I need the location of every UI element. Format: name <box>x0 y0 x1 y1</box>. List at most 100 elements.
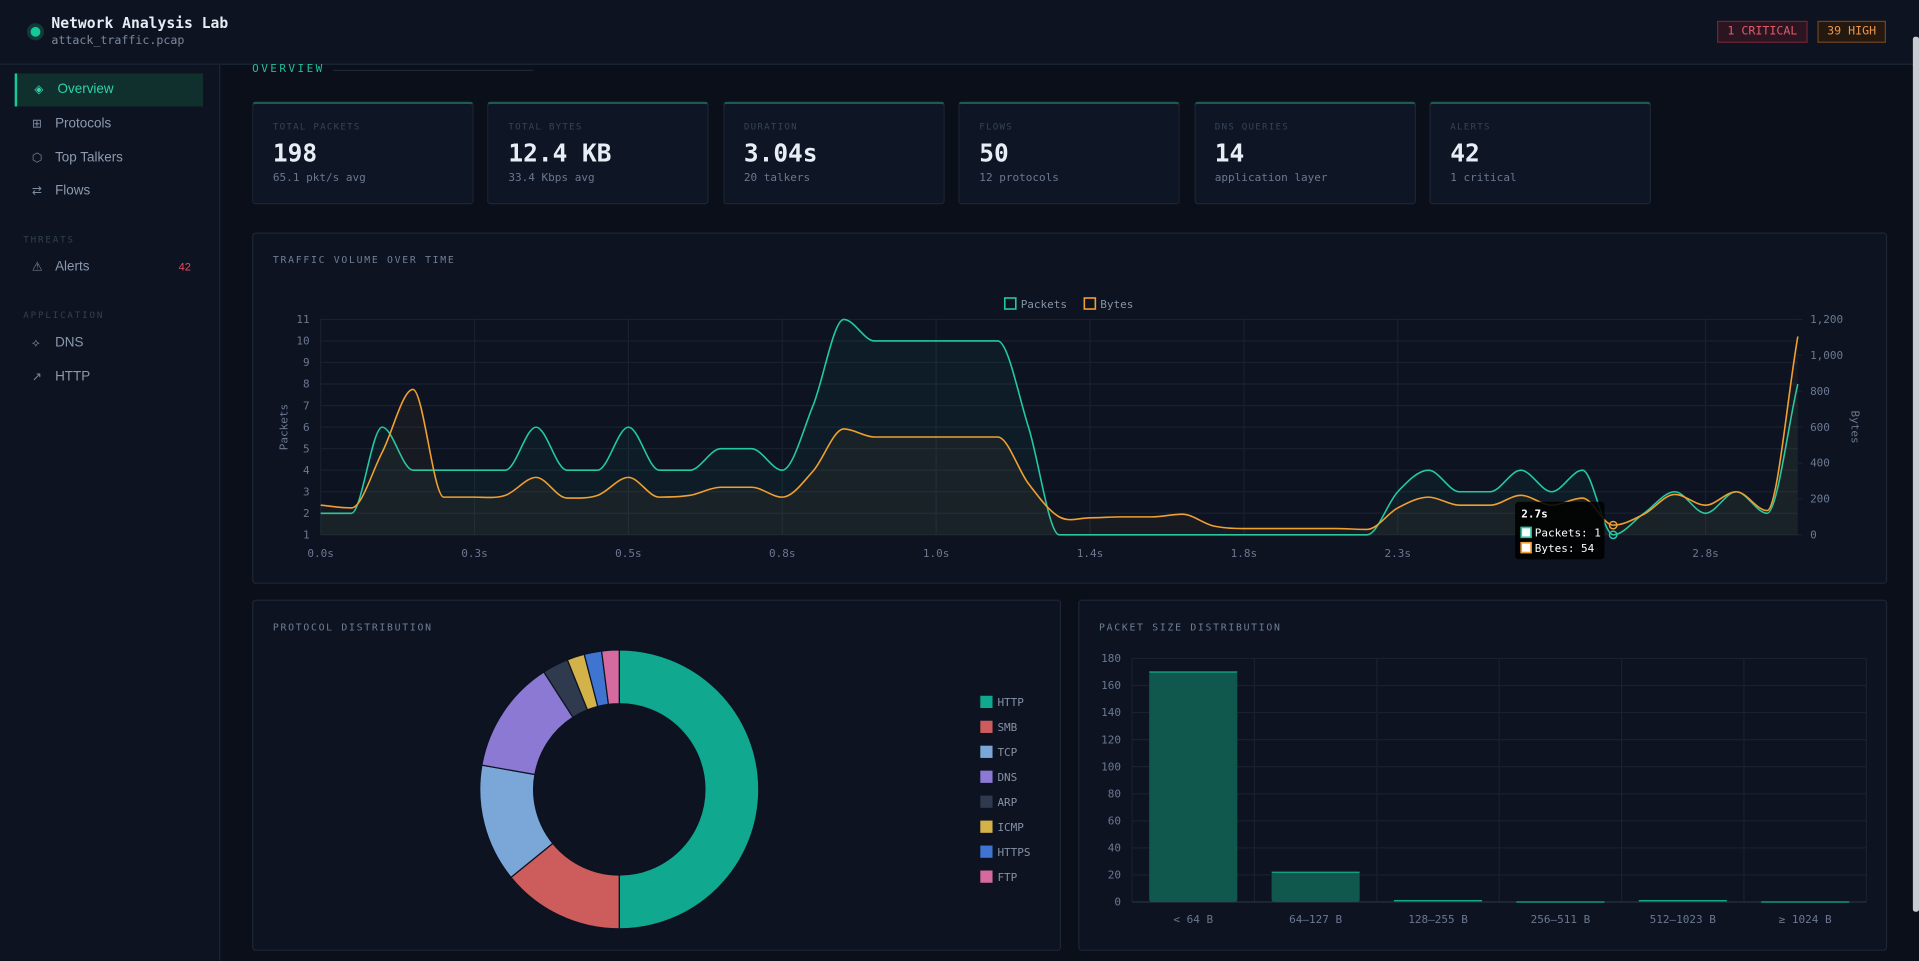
legend-swatch <box>980 795 993 808</box>
section-title: APPLICATION <box>23 309 105 321</box>
x-tick-label: 512–1023 B <box>1650 913 1717 926</box>
bar <box>1149 671 1238 902</box>
nav-item[interactable]: ↗ HTTP <box>15 361 201 394</box>
pie-slice <box>600 649 620 706</box>
legend-swatch <box>980 845 993 858</box>
nav-item[interactable]: ⊞ Protocols <box>15 108 201 141</box>
y-tick-label: 40 <box>1108 842 1121 855</box>
y-tick-label: 20 <box>1108 869 1121 882</box>
y-tick-label: 11 <box>296 313 309 326</box>
y-tick-label: 9 <box>303 356 310 369</box>
legend-swatch <box>980 745 993 758</box>
alert-count: 42 <box>178 260 191 273</box>
kpi-label: ALERTS <box>1450 121 1491 133</box>
y-tick-label: 5 <box>303 442 310 455</box>
critical-badge[interactable]: 1 CRITICAL <box>1717 20 1808 43</box>
kpi-sub: 65.1 pkt/s avg <box>272 172 366 185</box>
kpi-value: 14 <box>1214 138 1245 168</box>
x-tick-label: 1.0s <box>923 547 950 560</box>
nav-item[interactable]: ◈ Overview <box>14 73 204 107</box>
y-tick-label: 4 <box>303 464 310 477</box>
tooltip-swatch <box>1520 526 1532 539</box>
tooltip: 2.7s Packets: 1 Bytes: 54 <box>1515 501 1605 560</box>
y-tick-label: 10 <box>296 335 309 348</box>
x-tick-label: < 64 B <box>1173 913 1213 926</box>
panel-title: TRAFFIC VOLUME OVER TIME <box>272 254 456 266</box>
kpi-sub: 1 critical <box>1450 172 1517 185</box>
y-tick-label: 6 <box>303 421 310 434</box>
series-area <box>320 336 1798 535</box>
kpi-card: DURATION 3.04s 20 talkers <box>723 101 945 205</box>
kpi-card: TOTAL PACKETS 198 65.1 pkt/s avg <box>252 101 474 205</box>
y2-tick-label: 600 <box>1810 421 1830 434</box>
x-tick-label: 0.8s <box>769 547 795 560</box>
nav-item[interactable]: ⇄ Flows <box>15 175 201 208</box>
y-tick-label: 180 <box>1101 652 1121 665</box>
x-tick-label: 0.5s <box>615 547 642 560</box>
tooltip-item: Bytes: 54 <box>1535 542 1595 555</box>
kpi-value: 42 <box>1450 138 1480 168</box>
y-tick-label: 0 <box>1114 896 1121 909</box>
header <box>0 0 1919 65</box>
x-tick-label: 128–255 B <box>1408 913 1468 926</box>
y-tick-label: 80 <box>1108 787 1121 800</box>
legend-label: DNS <box>997 771 1017 784</box>
legend-label: Bytes <box>1100 298 1133 311</box>
kpi-sub: 33.4 Kbps avg <box>508 172 595 185</box>
y-tick-label: 3 <box>303 485 310 498</box>
y-tick-label: 8 <box>303 378 310 391</box>
legend-label: HTTP <box>997 696 1024 709</box>
y-tick-label: 60 <box>1108 814 1121 827</box>
kpi-value: 12.4 KB <box>508 138 612 168</box>
y-tick-label: 120 <box>1101 733 1121 746</box>
nav-item[interactable]: ⬡ Top Talkers <box>15 142 201 175</box>
status-dot <box>30 26 41 37</box>
nav-item[interactable]: ⟡ DNS <box>15 327 201 360</box>
y-tick-label: 140 <box>1101 706 1121 719</box>
tooltip-title: 2.7s <box>1521 508 1548 521</box>
nav-label: HTTP <box>55 369 91 385</box>
nav-label: Protocols <box>55 116 112 131</box>
nav-label: Alerts <box>55 259 90 275</box>
nav-item[interactable]: ⚠ Alerts 42 <box>15 251 201 284</box>
kpi-label: DURATION <box>743 121 798 133</box>
legend-label: FTP <box>997 871 1017 884</box>
x-tick-label: 0.3s <box>461 547 488 560</box>
kpi-label: TOTAL BYTES <box>508 121 583 133</box>
kpi-value: 3.04s <box>743 138 818 168</box>
y2-axis-title: Bytes <box>1849 411 1862 444</box>
pie-slice <box>618 649 760 930</box>
kpi-card: DNS QUERIES 14 application layer <box>1193 101 1416 205</box>
x-tick-label: 0.0s <box>307 547 334 560</box>
kpi-card: TOTAL BYTES 12.4 KB 33.4 Kbps avg <box>487 101 710 205</box>
high-badge[interactable]: 39 HIGH <box>1817 20 1886 43</box>
kpi-sub: 12 protocols <box>979 172 1059 185</box>
heading-rule <box>332 69 534 71</box>
x-tick-label: 2.3s <box>1385 547 1411 560</box>
tooltip-box <box>1515 501 1605 560</box>
y-axis-title: Packets <box>278 404 291 450</box>
kpi-value: 198 <box>272 138 318 168</box>
tooltip-item: Packets: 1 <box>1535 527 1601 540</box>
hover-point <box>1608 520 1618 530</box>
file-name: attack_traffic.pcap <box>51 34 185 48</box>
x-tick-label: 1.8s <box>1231 547 1258 560</box>
y2-tick-label: 0 <box>1810 528 1817 541</box>
series-area <box>320 319 1798 535</box>
x-tick-label: ≥ 1024 B <box>1779 913 1832 926</box>
legend-label: TCP <box>997 746 1017 759</box>
panel-title: PACKET SIZE DISTRIBUTION <box>1099 621 1282 633</box>
app-title: Network Analysis Lab <box>51 14 229 32</box>
kpi-value: 50 <box>979 138 1009 168</box>
legend-swatch <box>1083 297 1097 310</box>
y-tick-label: 2 <box>303 507 310 520</box>
y2-tick-label: 1,000 <box>1810 349 1843 362</box>
y-tick-label: 7 <box>303 399 310 412</box>
kpi-label: FLOWS <box>979 121 1014 133</box>
tooltip-swatch <box>1520 541 1532 554</box>
scrollbar <box>1912 36 1919 912</box>
kpi-card: ALERTS 42 1 critical <box>1429 101 1651 205</box>
